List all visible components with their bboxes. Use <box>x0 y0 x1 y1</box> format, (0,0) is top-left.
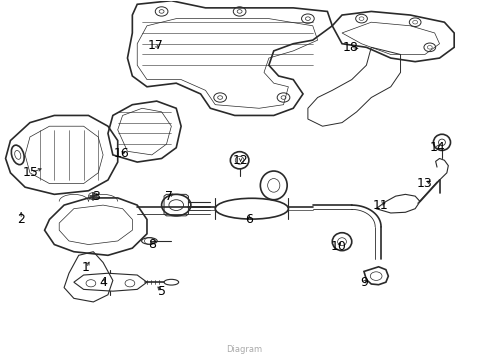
Text: 17: 17 <box>147 39 163 52</box>
Text: 3: 3 <box>92 190 100 203</box>
Text: 15: 15 <box>23 166 39 179</box>
Text: 11: 11 <box>371 199 387 212</box>
Text: 6: 6 <box>245 213 253 226</box>
Text: 13: 13 <box>416 177 432 190</box>
Text: 5: 5 <box>157 285 165 298</box>
Text: 9: 9 <box>359 276 367 289</box>
Text: 14: 14 <box>428 141 444 154</box>
Text: 4: 4 <box>99 276 107 289</box>
Text: 7: 7 <box>164 190 173 203</box>
Text: 8: 8 <box>147 238 156 251</box>
Text: 12: 12 <box>232 154 248 167</box>
Text: 18: 18 <box>342 41 358 54</box>
Text: 1: 1 <box>82 261 90 274</box>
Text: 16: 16 <box>114 147 129 159</box>
Text: 10: 10 <box>330 240 346 253</box>
Text: 2: 2 <box>17 213 25 226</box>
Text: Diagram: Diagram <box>226 345 262 354</box>
